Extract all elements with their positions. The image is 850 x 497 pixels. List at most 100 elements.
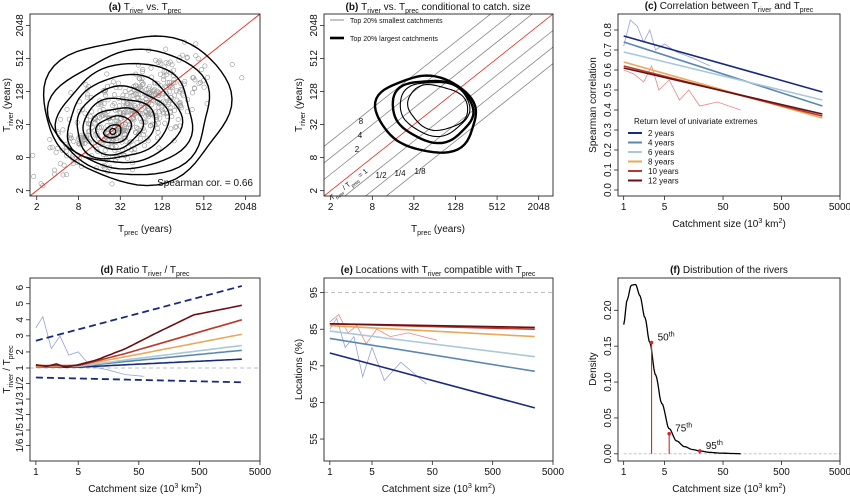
scatter-point <box>140 67 146 73</box>
scatter-point <box>159 92 165 98</box>
scatter-point <box>68 90 74 96</box>
series-line <box>623 35 823 93</box>
x-tick-label: 50 <box>133 467 145 478</box>
text-span: T <box>124 2 130 13</box>
scatter-point <box>139 76 145 82</box>
y-tick-label: 1/4 <box>15 407 26 421</box>
scatter-point <box>171 67 177 73</box>
x-tick-label: 500 <box>773 202 790 213</box>
x-axis-label: Catchment size (103 km2) <box>672 216 786 230</box>
x-tick-label: 2 <box>328 202 334 213</box>
subscript: prec <box>522 271 536 278</box>
noisy-series-line <box>35 315 144 377</box>
superscript: 3 <box>468 481 472 490</box>
panel-frame <box>29 277 261 462</box>
scatter-point <box>166 100 172 106</box>
scatter-point <box>85 92 91 98</box>
text-span: T <box>294 126 305 132</box>
scatter-point <box>191 85 197 91</box>
scatter-point <box>64 172 70 178</box>
ratio-label: 4 <box>358 131 363 140</box>
scatter-point <box>135 62 141 68</box>
scatter-point <box>190 90 196 96</box>
scatter-point <box>156 145 162 151</box>
scatter-point <box>139 69 145 75</box>
density-contour <box>46 48 211 176</box>
scatter-point <box>157 99 163 105</box>
scatter-point <box>154 88 160 94</box>
scatter-point <box>123 138 129 144</box>
y-tick-label: 0.0 <box>603 183 614 197</box>
x-tick-label: 8 <box>370 202 376 213</box>
plot-area <box>623 283 840 455</box>
scatter-point <box>117 127 123 133</box>
ratio-line <box>324 14 492 147</box>
subscript: prec <box>405 8 419 15</box>
percentile-point <box>667 431 671 436</box>
percentile-label: 75th <box>675 421 692 435</box>
scatter-point <box>94 130 100 136</box>
scatter-point <box>133 91 139 97</box>
scatter-point <box>157 71 163 77</box>
x-tick-label: 50 <box>717 202 729 213</box>
scatter-point <box>142 143 148 149</box>
scatter-point <box>143 109 149 115</box>
x-tick-label: 5000 <box>829 202 850 213</box>
scatter-point <box>63 148 69 154</box>
scatter-point <box>101 101 107 107</box>
legend-label: 2 years <box>648 129 674 138</box>
scatter-point <box>193 53 199 59</box>
superscript: 2 <box>488 481 492 490</box>
y-tick-label: 0.4 <box>603 103 614 117</box>
subscript: prec <box>417 228 431 237</box>
y-tick-label: 0.1 <box>603 163 614 177</box>
panel-label: (b) <box>346 2 362 13</box>
legend-label: 10 years <box>648 167 679 176</box>
text-span: ) <box>782 219 785 230</box>
noisy-series-line <box>623 64 741 111</box>
ratio-label: 2 <box>355 145 360 154</box>
scatter-point <box>202 63 208 69</box>
y-tick-label: 0.20 <box>603 300 614 320</box>
bound-line <box>35 285 243 342</box>
ratio-line <box>344 30 553 196</box>
density-contour <box>89 107 145 151</box>
scatter-point <box>87 113 93 119</box>
scatter-point <box>182 78 188 84</box>
x-tick-label: 5 <box>369 467 375 478</box>
density-contour <box>102 124 122 139</box>
text-span: km <box>762 219 778 230</box>
y-tick-label: 75 <box>309 360 320 372</box>
scatter-point <box>31 174 37 180</box>
superscript: 2 <box>778 481 782 490</box>
x-axis-label: Catchment size (103 km2) <box>88 481 202 495</box>
scatter-point <box>59 198 63 202</box>
legend-label: 8 years <box>648 158 674 167</box>
scatter-point <box>153 116 159 122</box>
scatter-point <box>148 111 154 117</box>
y-tick-label: 4 <box>15 317 26 323</box>
scatter-point <box>82 110 88 116</box>
scatter-point <box>158 104 164 110</box>
text-span: Correlation between T <box>660 1 758 12</box>
scatter-point <box>94 147 100 153</box>
y-tick-label: 512 <box>15 50 26 67</box>
percentile-label: 95th <box>706 438 723 452</box>
plot-area <box>324 14 553 196</box>
scatter-point <box>239 75 245 81</box>
scatter-point <box>47 137 53 143</box>
scatter-point <box>129 93 135 99</box>
scatter-point <box>195 56 201 62</box>
superscript: 3 <box>758 481 762 490</box>
scatter-point <box>170 80 176 86</box>
y-tick-label: 1/3 <box>15 392 26 406</box>
text-span: vs. T <box>381 2 405 13</box>
scatter-point <box>97 125 103 131</box>
scatter-point <box>105 97 111 103</box>
x-tick-label: 32 <box>115 202 127 213</box>
panel-frame <box>323 277 554 462</box>
subscript: river <box>367 8 381 15</box>
scatter-point <box>122 89 128 95</box>
scatter-point <box>168 126 174 132</box>
y-tick-label: 2 <box>309 187 320 193</box>
